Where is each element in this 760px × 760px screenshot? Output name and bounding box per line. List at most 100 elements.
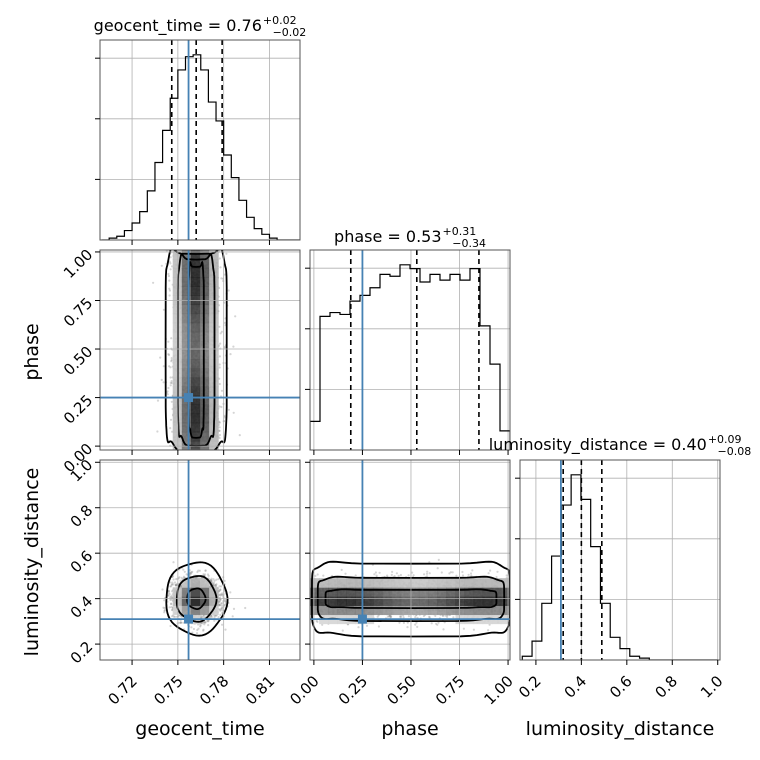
sample-point: [220, 606, 223, 609]
sample-point: [190, 572, 193, 575]
density-cell: [200, 259, 210, 269]
sample-point: [209, 579, 212, 582]
sample-point: [170, 265, 174, 268]
sample-point: [169, 384, 172, 387]
sample-point: [168, 365, 171, 368]
sample-point: [167, 272, 170, 276]
sample-point: [218, 429, 221, 432]
density-cell: [200, 304, 210, 315]
sample-point: [218, 589, 221, 593]
sample-point: [169, 268, 172, 271]
density-cell: [181, 359, 192, 369]
density-cell: [181, 386, 192, 396]
density-cell: [181, 259, 192, 269]
sample-point: [220, 585, 223, 588]
sample-point: [204, 573, 207, 576]
sample-point: [178, 576, 181, 579]
sample-point: [218, 426, 221, 429]
sample-point: [167, 386, 170, 390]
sample-point: [215, 578, 218, 581]
sample-point: [219, 588, 222, 592]
sample-point: [217, 578, 220, 581]
sample-point: [219, 598, 222, 602]
sample-point: [168, 260, 171, 263]
density-cell: [200, 340, 210, 351]
sample-point: [221, 623, 224, 626]
density-cell: [190, 331, 201, 342]
density-cell: [190, 377, 201, 387]
sample-point: [218, 382, 221, 386]
sample-point: [218, 585, 221, 588]
sample-point: [212, 578, 215, 581]
sample-point: [163, 611, 166, 614]
density-cell: [200, 313, 210, 324]
sample-point: [170, 337, 173, 340]
sample-point: [213, 614, 216, 617]
density-cell: [190, 322, 201, 333]
sample-point: [167, 591, 170, 595]
sample-point: [152, 281, 155, 284]
sample-point: [171, 615, 174, 618]
sample-point: [210, 577, 213, 580]
density-cell: [200, 286, 210, 296]
sample-point: [170, 357, 173, 360]
density-cell: [181, 322, 192, 333]
sample-point: [169, 598, 172, 601]
sample-point: [170, 585, 173, 588]
sample-point: [167, 340, 170, 343]
sample-point: [167, 274, 170, 278]
sample-point: [197, 569, 200, 572]
density-cell: [200, 268, 210, 278]
sample-point: [169, 624, 172, 628]
density-cell: [200, 386, 210, 396]
sample-point: [191, 570, 194, 573]
sample-point: [170, 596, 173, 599]
density-cell: [200, 395, 210, 406]
sample-point: [163, 599, 166, 602]
sample-point: [219, 266, 222, 269]
density-cell: [200, 431, 210, 442]
sample-point: [220, 593, 223, 596]
sample-point: [189, 572, 192, 575]
sample-point: [169, 427, 172, 430]
sample-point: [224, 628, 227, 631]
sample-point: [170, 583, 173, 586]
density-cell: [181, 277, 192, 287]
sample-point: [163, 609, 166, 612]
sample-point: [203, 616, 206, 619]
sample-point: [200, 614, 203, 618]
sample-point: [182, 575, 186, 578]
sample-point: [225, 252, 228, 255]
sample-point: [221, 592, 224, 595]
sample-point: [219, 342, 222, 345]
sample-point: [219, 609, 222, 612]
sample-point: [229, 353, 232, 356]
sample-point: [169, 581, 172, 584]
sample-point: [227, 289, 230, 292]
sample-point: [161, 588, 164, 591]
sample-point: [213, 616, 216, 619]
density-cell: [200, 359, 210, 369]
sample-point: [169, 256, 172, 259]
sample-point: [232, 345, 235, 348]
sample-point: [210, 614, 213, 617]
sample-point: [221, 607, 224, 610]
sample-point: [223, 321, 227, 324]
density-cell: [190, 404, 201, 415]
density-cell: [200, 322, 210, 333]
sample-point: [219, 613, 222, 617]
sample-point: [218, 363, 221, 366]
sample-point: [169, 366, 172, 369]
sample-point: [224, 600, 227, 603]
sample-point: [231, 615, 234, 618]
sample-point: [200, 621, 203, 624]
density-cell: [181, 404, 192, 415]
sample-point: [160, 378, 163, 381]
sample-point: [163, 607, 166, 610]
sample-point: [182, 621, 185, 624]
sample-point: [203, 621, 206, 624]
sample-point: [168, 593, 171, 596]
sample-point: [170, 595, 173, 598]
sample-point: [210, 615, 213, 618]
density-cell: [190, 277, 201, 287]
